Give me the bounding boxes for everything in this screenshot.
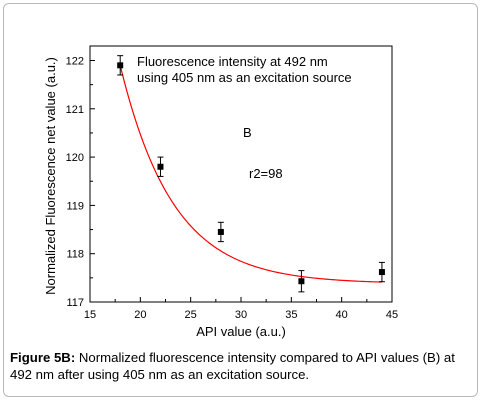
data-point [117,55,124,76]
x-tick-label: 35 [285,309,297,321]
annotation-r2: r2=98 [249,166,283,181]
figure-caption: Figure 5B: Normalized fluorescence inten… [10,349,472,383]
x-tick-label: 15 [84,309,96,321]
fit-curve [119,65,382,283]
data-point [217,221,224,243]
y-tick-label: 122 [66,55,84,67]
annotation-panel-label: B [243,125,252,140]
data-point [157,156,164,177]
annotation-line-1: Fluorescence intensity at 492 nm [137,54,328,69]
data-marker [378,269,385,276]
x-axis-label: API value (a.u.) [196,324,286,339]
y-axis: 117 118 119 120 121 122 [66,55,95,309]
figure-frame [3,3,478,397]
caption-text: Normalized fluorescence intensity compar… [10,350,455,382]
caption-label: Figure 5B: [10,350,76,365]
x-tick-label: 30 [235,309,247,321]
chart: 117 118 119 120 121 122 15 20 25 30 35 40 45 Fluore… [43,45,398,339]
data-marker [157,163,164,170]
data-marker [298,278,305,285]
y-axis-label: Normalized Fluorescence net value (a.u.) [43,57,58,295]
data-marker [117,62,124,69]
data-point [298,270,305,293]
y-tick-label: 120 [66,152,84,164]
data-marker [217,228,224,235]
x-tick-label: 20 [134,309,146,321]
y-tick-label: 121 [66,104,84,116]
y-tick-label: 119 [66,200,84,212]
x-axis: 15 20 25 30 35 40 45 [84,297,398,321]
data-points [117,55,385,293]
y-tick-label: 117 [66,297,84,309]
annotation-line-2: using 405 nm as an excitation source [137,70,352,85]
x-tick-label: 45 [386,309,398,321]
data-point [378,261,385,283]
x-tick-label: 40 [336,309,348,321]
x-tick-label: 25 [185,309,197,321]
y-tick-label: 118 [66,249,84,261]
